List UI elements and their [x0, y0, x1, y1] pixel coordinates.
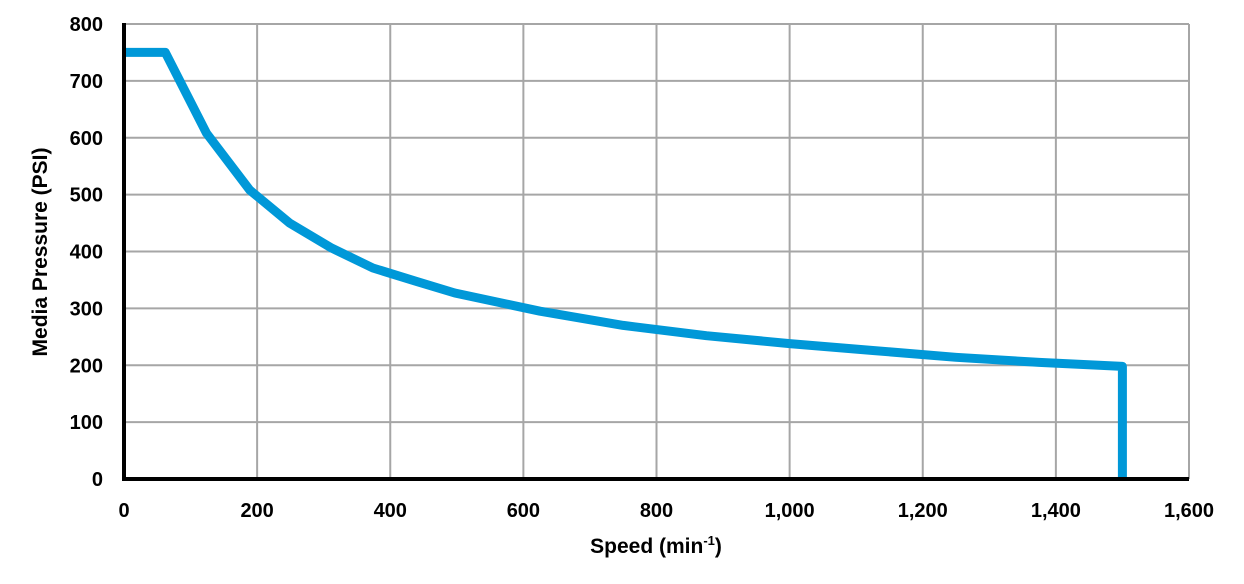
y-axis-title: Media Pressure (PSI)	[29, 148, 52, 357]
x-axis-title: Speed (min-1)	[590, 533, 722, 558]
x-tick-label: 1,400	[1031, 500, 1081, 522]
y-tick-label: 500	[70, 185, 103, 207]
y-tick-label: 100	[70, 412, 103, 434]
grid	[124, 23, 1190, 479]
x-tick-label: 1,000	[765, 500, 815, 522]
x-tick-label: 1,200	[898, 500, 948, 522]
axes	[122, 23, 1189, 481]
series-line	[124, 47, 1127, 479]
tick-labels: 0 200 400 600 800 1,000 1,200 1,400 1,600 0 100 200…	[70, 14, 1214, 522]
series-layer	[124, 47, 1127, 479]
x-tick-label: 0	[118, 500, 129, 522]
x-tick-label: 1,600	[1164, 500, 1214, 522]
x-tick-label: 400	[374, 500, 407, 522]
y-tick-label: 400	[70, 242, 103, 264]
y-tick-label: 700	[70, 71, 103, 93]
x-tick-label: 200	[240, 500, 273, 522]
x-tick-label: 600	[507, 500, 540, 522]
y-tick-label: 200	[70, 355, 103, 377]
x-tick-label: 800	[640, 500, 673, 522]
y-tick-label: 300	[70, 298, 103, 320]
y-tick-label: 800	[70, 14, 103, 36]
y-tick-label: 600	[70, 128, 103, 150]
y-tick-label: 0	[92, 469, 103, 491]
